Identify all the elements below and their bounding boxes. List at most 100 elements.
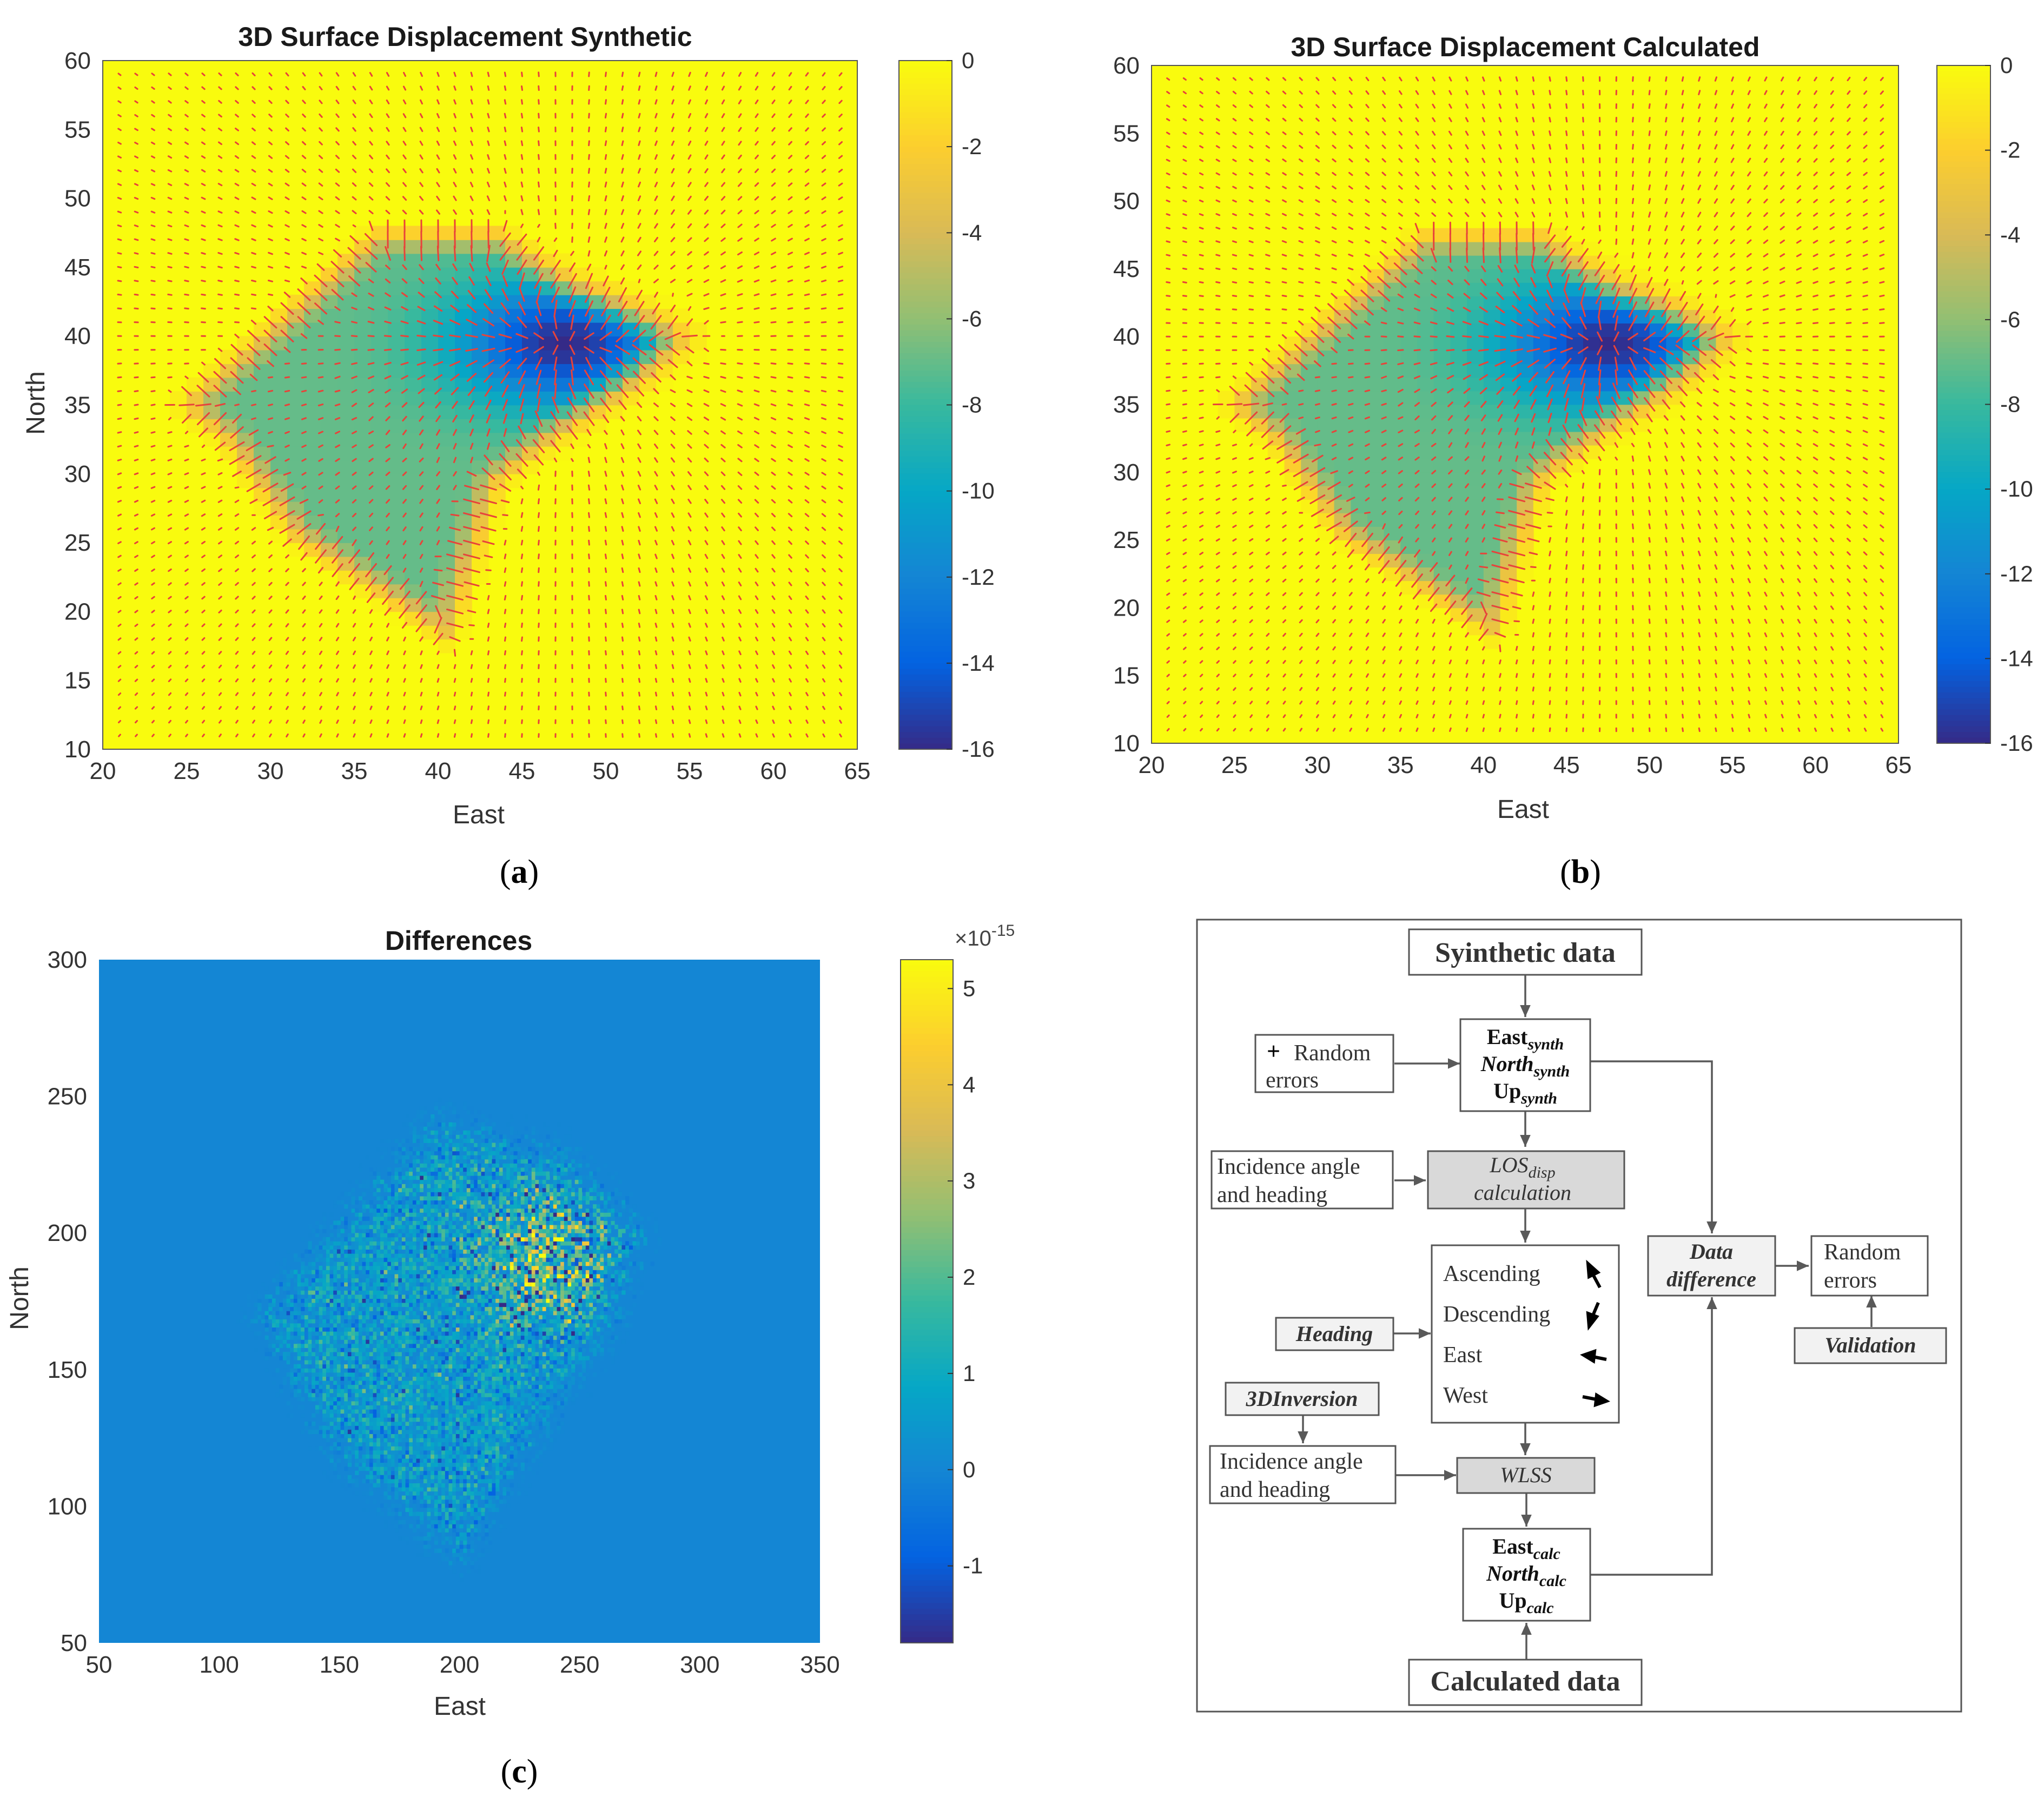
quiver-arrow — [671, 678, 674, 683]
quiver-arrow — [196, 412, 210, 426]
heatmap-cell — [1433, 526, 1451, 540]
quiver-arrow — [1565, 578, 1568, 584]
quiver-arrow — [621, 195, 624, 202]
quiver-arrow — [688, 705, 691, 710]
heatmap-cell — [1649, 296, 1667, 310]
quiver-arrow — [201, 651, 206, 655]
heatmap-cell — [1417, 485, 1434, 500]
quiver-arrow — [383, 565, 392, 576]
quiver-arrow — [583, 397, 595, 413]
quiver-arrow — [839, 733, 842, 738]
quiver-arrow — [485, 569, 492, 571]
quiver-arrow — [415, 604, 427, 619]
quiver-arrow — [334, 306, 341, 311]
quiver-arrow — [755, 705, 758, 710]
heatmap-cell — [438, 267, 455, 282]
quiver-arrow — [687, 430, 692, 435]
quiver-arrow — [217, 196, 223, 200]
quiver-arrow — [318, 252, 323, 255]
quiver-arrow — [481, 467, 495, 480]
quiver-arrow — [571, 369, 574, 386]
quiver-arrow — [151, 582, 155, 586]
quiver-arrow — [234, 155, 240, 159]
quiver-arrow — [369, 526, 373, 531]
heatmap-cell — [1433, 458, 1451, 473]
quiver-arrow — [452, 276, 458, 285]
heatmap-cell — [539, 405, 556, 419]
heatmap-cell — [388, 543, 405, 557]
heatmap-cell — [405, 349, 422, 364]
heatmap-cell — [488, 336, 506, 351]
quiver-arrow — [252, 719, 255, 724]
quiver-arrow — [469, 428, 474, 437]
quiver-arrow — [453, 429, 457, 436]
quiver-arrow — [1648, 714, 1651, 719]
heatmap-cell — [1450, 513, 1467, 527]
quiver-arrow — [1698, 659, 1701, 665]
x-tick-label: 65 — [844, 758, 871, 784]
quiver-arrow — [499, 483, 512, 492]
quiver-arrow — [1648, 198, 1651, 204]
quiver-arrow — [1232, 254, 1238, 257]
quiver-arrow — [754, 471, 759, 476]
quiver-arrow — [385, 388, 391, 394]
quiver-arrow — [1582, 564, 1584, 570]
heatmap-cell — [1384, 364, 1401, 378]
quiver-arrow — [1281, 254, 1287, 257]
quiver-arrow — [369, 100, 373, 104]
quiver-arrow — [450, 305, 460, 313]
quiver-arrow — [738, 691, 742, 697]
quiver-arrow — [1248, 240, 1254, 243]
quiver-arrow — [671, 733, 674, 738]
quiver-arrow — [201, 527, 206, 531]
heatmap-cell — [354, 377, 372, 392]
quiver-arrow — [201, 86, 206, 90]
y-tick-label: 20 — [64, 598, 91, 625]
quiver-arrow — [134, 569, 138, 572]
quiver-arrow — [821, 499, 826, 504]
heatmap-cell — [1384, 350, 1401, 365]
quiver-arrow — [201, 155, 206, 159]
quiver-arrow — [788, 168, 793, 173]
quiver-arrow — [754, 499, 759, 504]
quiver-arrow — [838, 637, 843, 642]
quiver-arrow — [621, 623, 624, 628]
quiver-arrow — [788, 127, 792, 132]
quiver-arrow — [570, 250, 574, 256]
quiver-arrow — [268, 266, 273, 269]
heatmap-cell — [1533, 391, 1551, 405]
quiver-arrow — [451, 290, 459, 299]
quiver-arrow — [347, 261, 361, 274]
quiver-arrow — [1446, 335, 1455, 338]
quiver-arrow — [268, 540, 273, 545]
quiver-arrow — [1698, 632, 1701, 638]
quiver-arrow — [268, 72, 273, 77]
quiver-arrow — [1182, 484, 1187, 487]
quiver-arrow — [117, 197, 122, 200]
quiver-arrow — [821, 293, 827, 296]
heatmap-cell — [555, 336, 573, 351]
quiver-arrow — [319, 664, 322, 669]
quiver-arrow — [837, 307, 844, 310]
quiver-arrow — [1399, 714, 1402, 718]
quiver-arrow — [588, 498, 590, 505]
quiver-arrow — [419, 512, 424, 518]
quiver-arrow — [805, 127, 809, 132]
quiver-arrow — [637, 223, 641, 229]
heatmap-cell — [438, 240, 455, 254]
heatmap-cell — [488, 391, 506, 406]
quiver-arrow — [352, 127, 356, 132]
quiver-arrow — [671, 623, 674, 628]
quiver-arrow — [805, 705, 809, 710]
quiver-arrow — [1265, 267, 1271, 270]
quiver-arrow — [671, 719, 674, 724]
quiver-arrow — [353, 719, 356, 724]
quiver-arrow — [1565, 659, 1568, 665]
colorbar-segment — [899, 66, 952, 72]
colorbar-segment — [899, 600, 952, 606]
quiver-arrow — [386, 554, 390, 559]
quiver-arrow — [1582, 523, 1584, 530]
quiver-arrow — [315, 535, 327, 550]
quiver-arrow — [804, 417, 810, 420]
quiver-arrow — [399, 604, 411, 619]
